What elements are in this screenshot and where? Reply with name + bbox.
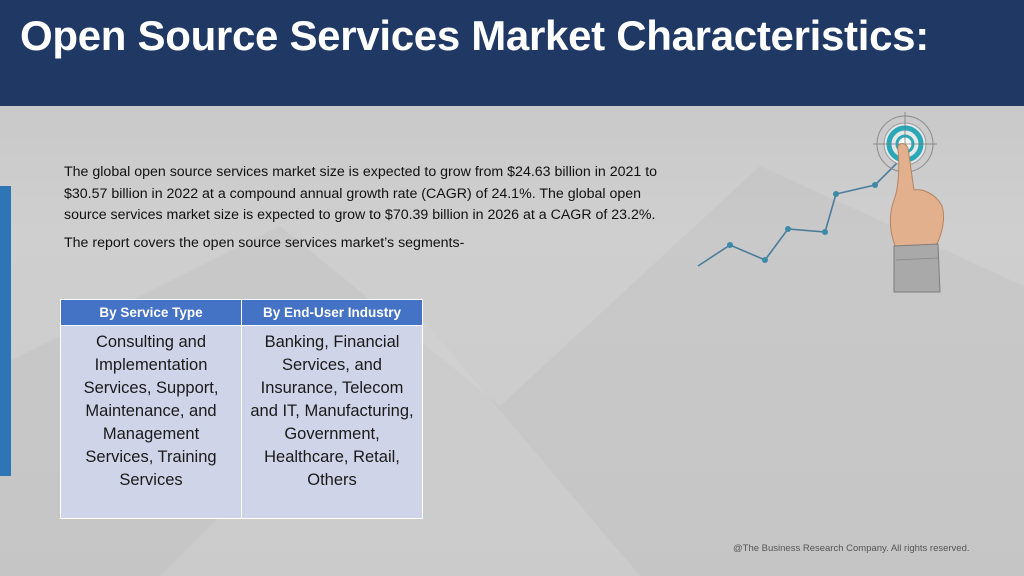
accent-bar xyxy=(0,186,11,476)
intro-text: The global open source services market s… xyxy=(64,162,674,254)
growth-line-graphic xyxy=(697,157,903,267)
cell-end-user-industries: Banking, Financial Services, and Insuran… xyxy=(241,325,423,519)
copyright-footer: @The Business Research Company. All righ… xyxy=(733,543,970,554)
segments-table: By Service Type By End-User Industry Con… xyxy=(60,299,423,519)
table-header-row: By Service Type By End-User Industry xyxy=(60,299,423,326)
header-service-type: By Service Type xyxy=(60,299,242,326)
page-title: Open Source Services Market Characterist… xyxy=(20,12,929,59)
segments-intro-paragraph: The report covers the open source servic… xyxy=(64,234,465,251)
table-row: Consulting and Implementation Services, … xyxy=(60,325,423,519)
title-bar: Open Source Services Market Characterist… xyxy=(0,0,1024,106)
growth-hand-graphic xyxy=(697,112,945,293)
growth-line-points xyxy=(727,182,878,263)
pointing-hand-icon xyxy=(889,143,945,293)
header-end-user-industry: By End-User Industry xyxy=(241,299,423,326)
cell-service-types: Consulting and Implementation Services, … xyxy=(60,325,242,519)
market-size-paragraph: The global open source services market s… xyxy=(64,164,658,224)
